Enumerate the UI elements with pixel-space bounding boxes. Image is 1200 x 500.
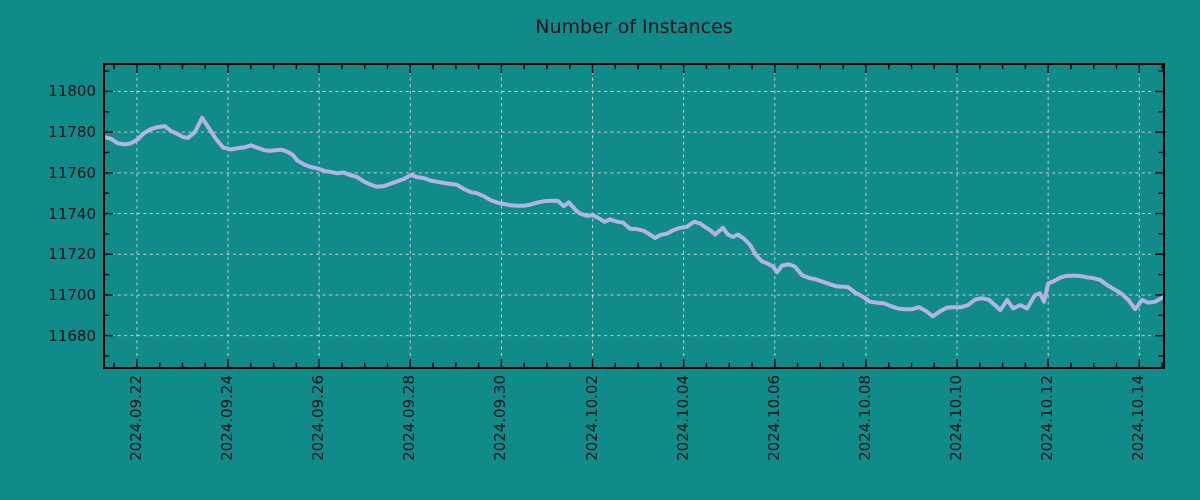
y-tick-label: 11760 [48, 163, 96, 182]
x-tick-label: 2024.10.12 [1038, 375, 1057, 461]
axis-ticks [105, 65, 1163, 367]
x-tick-label: 2024.10.08 [855, 375, 874, 461]
plot-area [103, 63, 1165, 369]
x-tick-label: 2024.09.22 [126, 375, 145, 461]
series-line [105, 115, 1163, 319]
x-tick-label: 2024.09.28 [400, 375, 419, 461]
x-tick-label: 2024.09.26 [309, 375, 328, 461]
y-tick-label: 11740 [48, 204, 96, 223]
y-tick-label: 11720 [48, 245, 96, 264]
y-tick-label: 11780 [48, 123, 96, 142]
x-tick-label: 2024.09.24 [218, 375, 237, 461]
gridlines [105, 65, 1163, 367]
x-tick-label: 2024.10.10 [947, 375, 966, 461]
x-tick-label: 2024.09.30 [491, 375, 510, 461]
y-tick-label: 11800 [48, 82, 96, 101]
y-tick-label: 11680 [48, 326, 96, 345]
x-tick-label: 2024.10.04 [673, 375, 692, 461]
x-tick-label: 2024.10.14 [1129, 375, 1148, 461]
x-tick-label: 2024.10.06 [764, 375, 783, 461]
x-tick-label: 2024.10.02 [582, 375, 601, 461]
chart-title: Number of Instances [535, 16, 733, 38]
y-tick-label: 11700 [48, 285, 96, 304]
plot-svg [105, 65, 1163, 367]
